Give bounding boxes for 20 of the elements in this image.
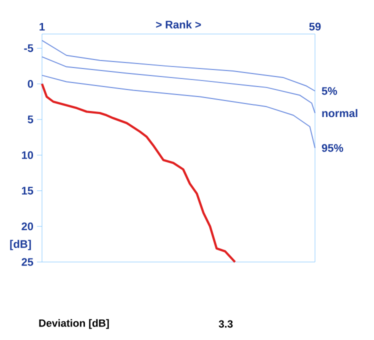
series-label: 5% xyxy=(322,87,338,95)
y-tick-label: 25 xyxy=(22,258,34,266)
y-tick-label: 15 xyxy=(22,186,34,195)
y-axis-title: [dB] xyxy=(10,240,31,250)
x-axis-title: > Rank > xyxy=(156,20,201,28)
y-tick-label: 5 xyxy=(28,116,34,124)
y-tick-label: 10 xyxy=(22,151,34,160)
line-series xyxy=(42,56,316,114)
y-tick-label: -5 xyxy=(24,44,34,52)
x-tick-label: 1 xyxy=(40,22,45,30)
line-series xyxy=(42,40,316,92)
x-tick-label: 59 xyxy=(309,22,321,30)
line-series xyxy=(40,82,236,264)
text: 3.3 xyxy=(218,320,233,328)
series-label: normal xyxy=(322,109,358,118)
y-tick-label: 20 xyxy=(22,222,34,230)
series-label: 95% xyxy=(322,144,344,152)
text: Deviation [dB] xyxy=(39,319,109,329)
y-tick-label: 0 xyxy=(28,80,34,88)
line-series xyxy=(42,74,316,148)
